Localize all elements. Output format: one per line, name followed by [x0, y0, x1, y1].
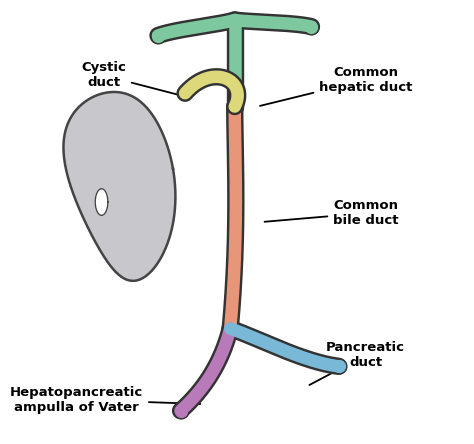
Text: Cystic
duct: Cystic duct	[82, 61, 187, 97]
Text: Common
hepatic duct: Common hepatic duct	[260, 66, 412, 106]
Polygon shape	[64, 92, 175, 281]
Text: Common
bile duct: Common bile duct	[264, 199, 399, 227]
Text: Hepatopancreatic
ampulla of Vater: Hepatopancreatic ampulla of Vater	[10, 385, 201, 414]
Polygon shape	[95, 189, 108, 215]
Text: Pancreatic
duct: Pancreatic duct	[310, 341, 405, 385]
